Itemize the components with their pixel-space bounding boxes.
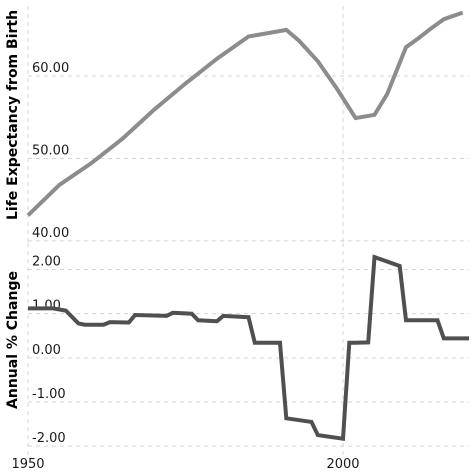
xtick-label: 2000 <box>326 457 359 472</box>
tick-labels: 40.00 50.00 60.00 -2.00 -1.00 0.00 1.00 2.00 195… <box>11 61 359 472</box>
life-expectancy-axis-label: Life Expectancy from Birth <box>5 10 21 220</box>
series-layer <box>26 10 469 441</box>
life-expectancy-ytick-label: 60.00 <box>32 61 69 76</box>
annual-change-ytick-label: 1.00 <box>32 299 61 314</box>
life-expectancy-series-line <box>26 10 464 217</box>
annual-change-series-line <box>28 254 469 441</box>
life-expectancy-ytick-label: 50.00 <box>32 143 69 158</box>
annual-change-ytick-label: -1.00 <box>32 387 66 402</box>
life-expectancy-ytick-label: 40.00 <box>32 226 69 241</box>
annual-change-ytick-label: -2.00 <box>32 431 66 446</box>
xtick-label: 1950 <box>11 457 44 472</box>
grid-layer <box>27 6 469 455</box>
annual-change-ytick-label: 2.00 <box>32 255 61 270</box>
annual-change-axis-label: Annual % Change <box>5 271 21 409</box>
annual-change-ytick-label: 0.00 <box>32 343 61 358</box>
